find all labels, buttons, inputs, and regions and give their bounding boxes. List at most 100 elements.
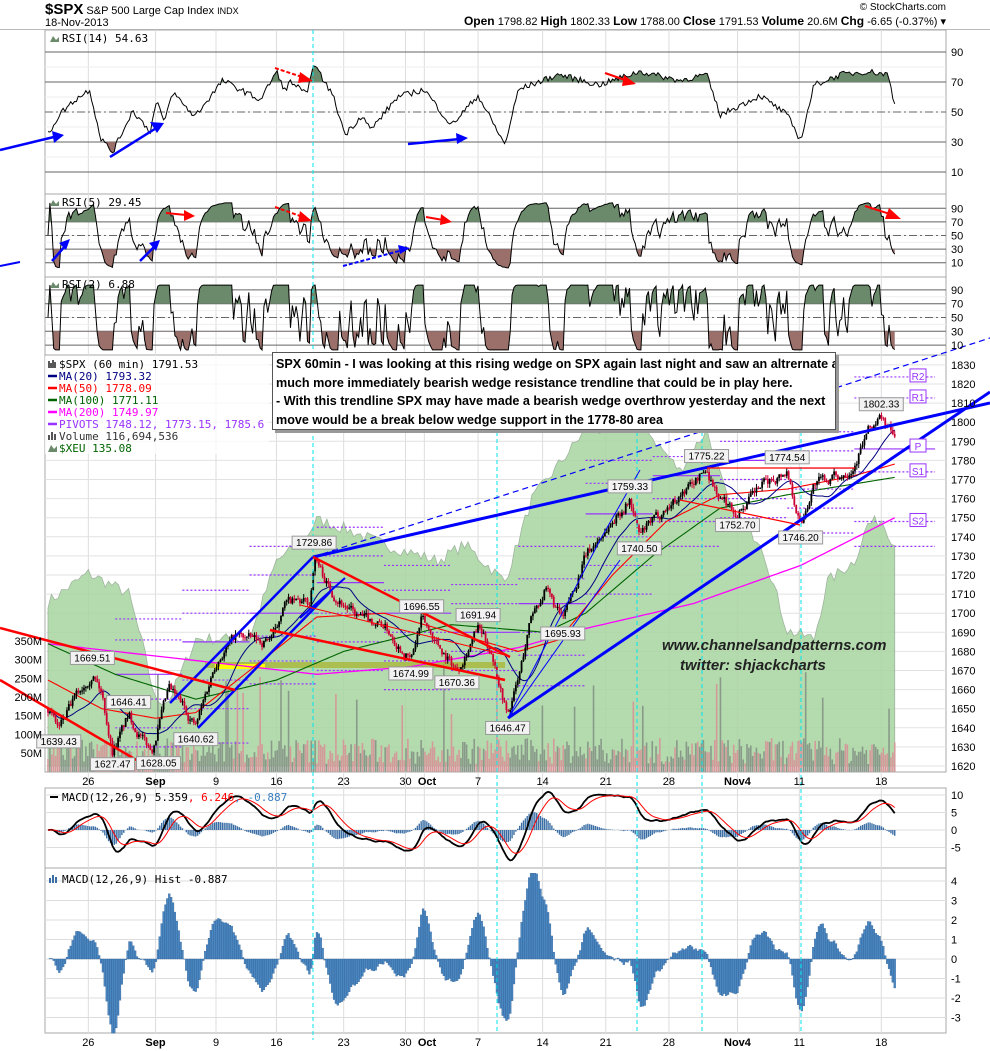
price-tick-label: 1690 bbox=[951, 627, 975, 639]
macd-histogram-bar bbox=[791, 958, 794, 976]
candle-body bbox=[257, 639, 260, 641]
volume-bar bbox=[632, 701, 635, 772]
volume-bar bbox=[522, 754, 525, 772]
macd-histogram-bar bbox=[71, 940, 74, 960]
candle-body bbox=[302, 598, 305, 602]
volume-bar bbox=[193, 739, 195, 772]
volume-bar bbox=[395, 751, 398, 772]
volume-bar bbox=[528, 760, 530, 772]
volume-bar bbox=[227, 690, 229, 772]
macd-histogram-bar bbox=[581, 942, 584, 960]
pivot-marker-box bbox=[909, 389, 927, 404]
candle-body bbox=[674, 499, 676, 503]
candle-body bbox=[683, 491, 686, 494]
price-tick-label: 1700 bbox=[951, 608, 975, 620]
copyright[interactable]: © StockCharts.com bbox=[859, 2, 946, 13]
rsi5-tick-label: 10 bbox=[951, 258, 963, 270]
macd-histogram-bar bbox=[660, 958, 663, 970]
macd-histogram-bar bbox=[118, 958, 122, 1001]
candle-body bbox=[427, 625, 430, 630]
candle-body bbox=[221, 658, 224, 660]
volume-bar bbox=[270, 740, 273, 772]
volume-bar bbox=[681, 756, 684, 772]
volume-bar bbox=[206, 752, 208, 772]
volume-bar bbox=[408, 758, 411, 772]
candle-body bbox=[513, 691, 515, 701]
macd-histogram-bar bbox=[704, 951, 707, 960]
macd-histogram-bar bbox=[268, 958, 271, 983]
candle-body bbox=[564, 609, 567, 617]
price-tick-label: 1710 bbox=[951, 589, 975, 601]
price-callout-box bbox=[616, 541, 662, 556]
macd-histogram-bar bbox=[815, 931, 819, 960]
volume-bar bbox=[50, 754, 53, 772]
date-tick-label: Oct bbox=[418, 1037, 437, 1049]
rsi14-title: RSI(14) 54.63 bbox=[50, 32, 148, 45]
candle-body bbox=[272, 630, 275, 637]
volume-bar bbox=[801, 742, 803, 772]
candle-body bbox=[592, 545, 595, 549]
volume-bar bbox=[751, 756, 754, 772]
candle-body bbox=[838, 477, 841, 480]
volume-bar bbox=[710, 745, 712, 772]
volume-bar bbox=[636, 747, 638, 772]
volume-bar bbox=[511, 747, 513, 772]
macd-histogram-bar bbox=[75, 931, 78, 960]
volume-bar bbox=[473, 738, 476, 772]
arrow-head-icon bbox=[149, 240, 160, 251]
change-value[interactable]: -6.65 (-0.37%) ▾ bbox=[867, 16, 946, 28]
candle-body bbox=[700, 472, 703, 474]
candle-body bbox=[795, 505, 798, 514]
macd-histogram-bar bbox=[781, 951, 785, 960]
macd-histogram-bar bbox=[560, 958, 563, 990]
macd-histogram-bar bbox=[204, 951, 207, 960]
volume-bar bbox=[825, 747, 828, 772]
candle-body bbox=[56, 721, 59, 726]
pivot-marker-label: P bbox=[915, 442, 922, 453]
macd-histogram-bar bbox=[743, 958, 747, 970]
volume-bar bbox=[668, 762, 671, 772]
volume-bar bbox=[196, 750, 199, 772]
candle-body bbox=[297, 598, 299, 600]
pivot-marker-box bbox=[909, 438, 927, 453]
macd-histogram-bar bbox=[295, 947, 298, 960]
volume-bar bbox=[229, 747, 231, 772]
macd-histogram-bar bbox=[243, 958, 247, 965]
macd-histogram-bar bbox=[749, 945, 752, 960]
volume-bar bbox=[314, 740, 316, 772]
candle-body bbox=[583, 555, 585, 565]
pivot-marker-box bbox=[909, 513, 927, 528]
volume-bar bbox=[829, 748, 832, 772]
candle-body bbox=[465, 656, 468, 658]
rsi14-tick-label: 30 bbox=[951, 137, 963, 149]
candle-body bbox=[708, 471, 710, 481]
volume-bar bbox=[732, 744, 735, 772]
macd-histogram-bar bbox=[497, 958, 500, 1004]
volume-bar bbox=[573, 706, 576, 772]
macd-histogram-bar bbox=[349, 958, 353, 988]
candle-body bbox=[482, 633, 485, 635]
macd-histogram-bar bbox=[446, 958, 449, 980]
volume-bar bbox=[746, 743, 748, 772]
macd-histogram-bar bbox=[444, 958, 447, 981]
volume-bar bbox=[416, 751, 419, 772]
macd-histogram-bar bbox=[868, 921, 872, 960]
volume-bar bbox=[712, 759, 714, 772]
volume-bar bbox=[104, 740, 106, 772]
volume-bar bbox=[611, 749, 614, 772]
macd-histogram-bar bbox=[850, 958, 853, 960]
volume-bar bbox=[734, 752, 737, 772]
macd-histogram-bar bbox=[329, 958, 332, 984]
candle-body bbox=[501, 688, 504, 701]
macd-histogram-bar bbox=[721, 958, 724, 996]
macd-histogram-bar bbox=[245, 958, 248, 969]
macd-histogram-bar bbox=[745, 958, 749, 963]
candle-body bbox=[344, 606, 347, 608]
macd-histogram-bar bbox=[567, 958, 571, 984]
price-callout-label: 1646.47 bbox=[490, 723, 527, 734]
blue-arrow-icon bbox=[109, 125, 159, 159]
channel-lower-line bbox=[299, 577, 346, 619]
candle-body bbox=[433, 639, 436, 641]
